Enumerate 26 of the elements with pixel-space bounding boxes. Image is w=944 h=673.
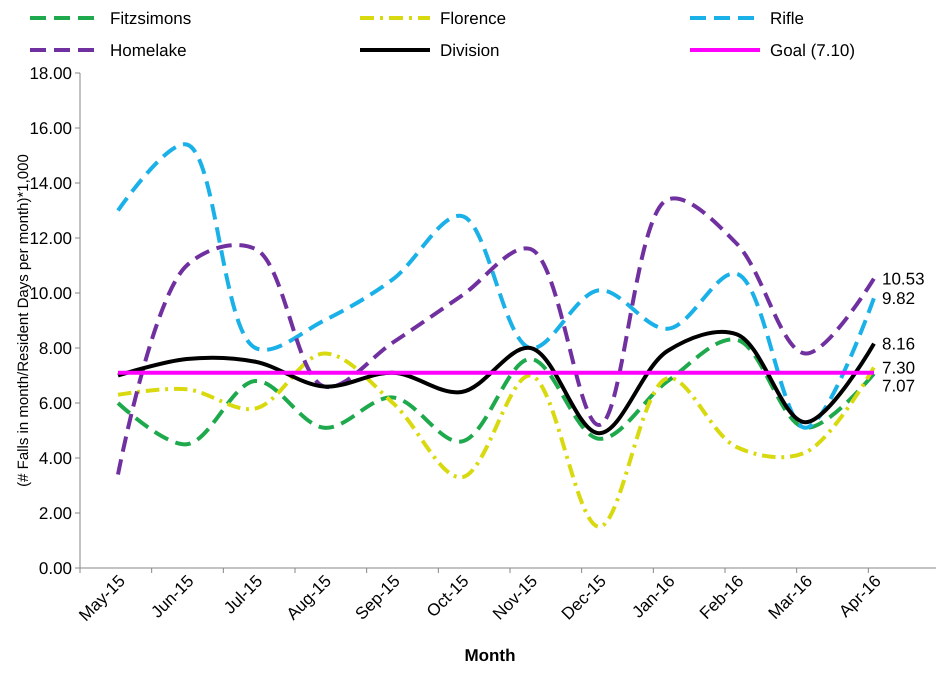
line-series bbox=[116, 352, 876, 529]
y-axis-title: (# Falls in month/Resident Days per month)*1,000 bbox=[15, 154, 32, 487]
legend-label: Fitzsimons bbox=[110, 9, 192, 28]
y-tick-label: 2.00 bbox=[38, 504, 72, 523]
legend-label: Homelake bbox=[110, 41, 187, 60]
y-tick-label: 12.00 bbox=[29, 229, 72, 248]
legend-label: Goal (7.10) bbox=[770, 41, 856, 60]
y-tick-label: 18.00 bbox=[29, 64, 72, 83]
line-series bbox=[116, 198, 876, 476]
y-tick-label: 8.00 bbox=[38, 339, 72, 358]
legend-label: Rifle bbox=[770, 9, 804, 28]
data-label: 9.82 bbox=[882, 288, 916, 308]
data-label: 10.53 bbox=[882, 269, 925, 288]
data-label: 8.16 bbox=[882, 334, 916, 354]
line-series bbox=[116, 142, 876, 430]
data-label: 7.30 bbox=[882, 358, 916, 378]
legend-label: Florence bbox=[440, 9, 506, 28]
line-series bbox=[116, 338, 876, 446]
y-tick-label: 14.00 bbox=[29, 174, 72, 193]
y-tick-label: 6.00 bbox=[38, 394, 72, 413]
y-tick-label: 0.00 bbox=[38, 559, 72, 578]
y-tick-label: 4.00 bbox=[38, 449, 72, 468]
legend-label: Division bbox=[440, 41, 500, 60]
data-label: 7.07 bbox=[882, 376, 916, 396]
x-axis-title: Month bbox=[464, 646, 516, 665]
y-tick-label: 16.00 bbox=[29, 119, 72, 138]
